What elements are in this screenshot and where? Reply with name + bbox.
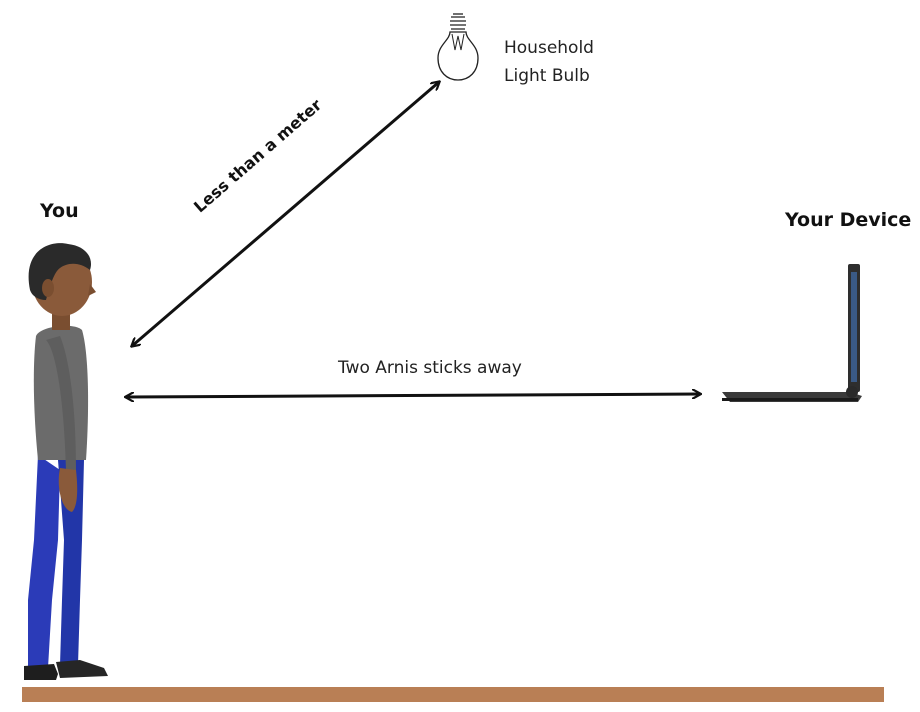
bulb-label-line2: Light Bulb xyxy=(504,66,590,86)
horizontal-distance-label: Two Arnis sticks away xyxy=(338,358,522,378)
bulb-label-line1: Household xyxy=(504,38,594,58)
floor xyxy=(22,687,884,702)
device-label: Your Device xyxy=(785,209,912,231)
bulb-label: Household Light Bulb xyxy=(504,34,594,90)
you-label: You xyxy=(40,200,79,222)
horizontal-arrow xyxy=(126,394,700,397)
diagonal-arrow xyxy=(132,82,439,346)
laptop-icon xyxy=(722,264,862,402)
light-bulb-icon xyxy=(437,13,479,81)
person-figure xyxy=(24,243,108,680)
